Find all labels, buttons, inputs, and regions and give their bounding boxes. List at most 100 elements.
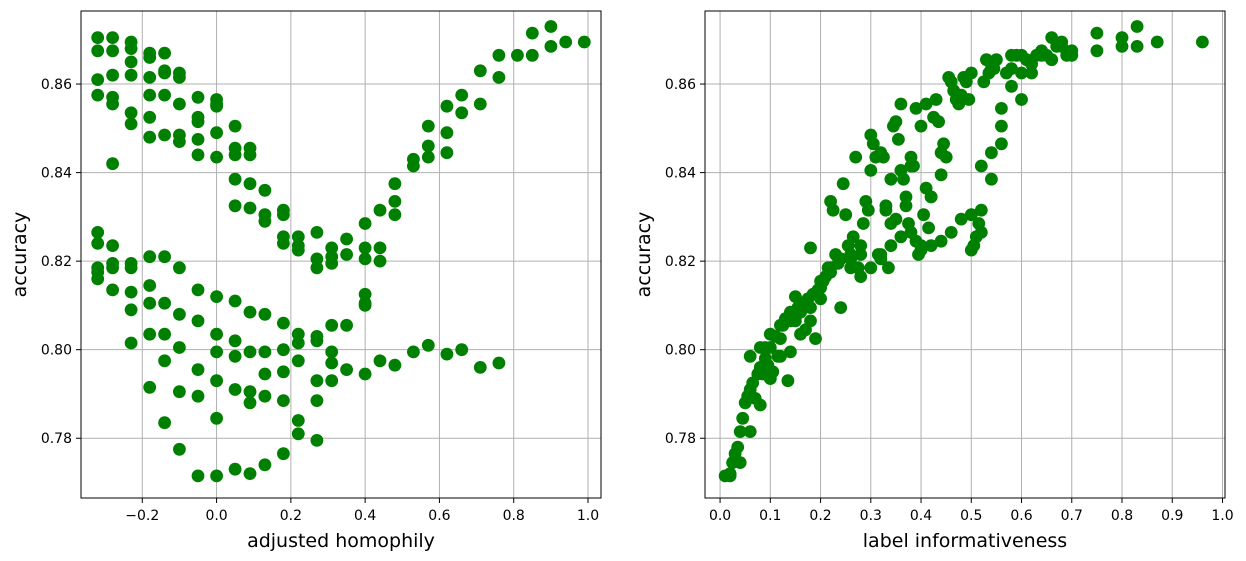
scatter-point: [990, 53, 1003, 67]
y-tick-label: 0.86: [665, 77, 696, 93]
scatter-point: [310, 394, 324, 407]
scatter-point: [228, 294, 242, 308]
scatter-point: [277, 394, 290, 407]
scatter-point: [884, 172, 898, 186]
scatter-point: [864, 164, 878, 177]
scatter-point: [834, 301, 848, 314]
scatter-point: [310, 334, 324, 348]
scatter-point: [158, 66, 172, 80]
scatter-point: [173, 341, 186, 354]
scatter-point: [228, 119, 242, 133]
scatter-point: [91, 237, 105, 250]
scatter-point: [804, 301, 817, 314]
scatter-point: [917, 208, 930, 222]
scatter-point: [763, 341, 777, 354]
scatter-point: [884, 239, 898, 253]
scatter-point: [358, 296, 372, 310]
scatter-point: [924, 239, 938, 253]
scatter-point: [1130, 20, 1144, 33]
scatter-point: [440, 146, 454, 160]
scatter-point: [473, 64, 487, 78]
scatter-point: [258, 345, 272, 359]
points: [91, 20, 591, 483]
scatter-point: [1025, 57, 1038, 71]
y-tick-label: 0.84: [41, 166, 72, 182]
scatter-point: [228, 334, 242, 348]
scatter-point: [191, 283, 205, 297]
scatter-point: [243, 177, 257, 191]
scatter-point: [864, 261, 878, 275]
scatter-point: [929, 93, 943, 106]
scatter-point: [373, 241, 387, 255]
scatter-point: [325, 318, 339, 332]
scatter-point: [1025, 66, 1038, 80]
x-tick-label: 0.6: [1010, 508, 1032, 524]
scatter-point: [173, 97, 186, 111]
scatter-point: [173, 385, 186, 399]
scatter-point: [210, 411, 224, 425]
scatter-point: [277, 365, 290, 379]
scatter-point: [124, 55, 138, 69]
scatter-point: [1090, 26, 1104, 40]
scatter-point: [919, 181, 933, 195]
scatter-point: [91, 44, 105, 58]
scatter-point: [846, 230, 860, 244]
scatter-point: [1045, 53, 1059, 67]
scatter-point: [455, 106, 469, 120]
scatter-point: [158, 416, 172, 430]
x-tick-label: 0.1: [759, 508, 781, 524]
scatter-point: [892, 133, 905, 146]
scatter-point: [358, 217, 372, 230]
scatter-point: [191, 115, 205, 129]
scatter-point: [407, 345, 420, 359]
scatter-point: [856, 217, 870, 230]
scatter-point: [473, 97, 487, 111]
scatter-point: [340, 363, 353, 376]
scatter-point: [544, 20, 558, 33]
scatter-point: [1015, 48, 1028, 62]
scatter-point: [731, 440, 745, 454]
scatter-point: [1090, 44, 1104, 58]
scatter-point: [784, 345, 797, 359]
scatter-point: [291, 243, 305, 257]
scatter-point: [804, 314, 817, 328]
scatter-point: [559, 35, 573, 49]
scatter-point: [228, 383, 242, 396]
scatter-point: [1115, 31, 1129, 44]
scatter-point: [1035, 48, 1048, 62]
scatter-point: [794, 327, 807, 341]
scatter-point: [243, 385, 257, 399]
scatter-point: [277, 343, 290, 357]
scatter-point: [492, 71, 506, 84]
scatter-point: [291, 427, 305, 441]
scatter-point: [143, 279, 157, 292]
scatter-point: [781, 374, 795, 388]
scatter-point: [794, 305, 807, 319]
x-tick-label: 0.2: [809, 508, 831, 524]
scatter-point: [291, 327, 305, 341]
plot-frame: [80, 10, 602, 499]
scatter-point: [143, 88, 157, 102]
x-tick-label: 0.9: [1161, 508, 1183, 524]
scatter-point: [763, 372, 777, 385]
scatter-point: [854, 270, 868, 283]
x-tick-label: 1.0: [577, 508, 599, 524]
scatter-point: [844, 261, 858, 275]
scatter-point: [106, 68, 119, 82]
scatter-point: [191, 90, 205, 104]
scatter-point: [310, 374, 324, 388]
scatter-point: [1015, 93, 1028, 106]
scatter-point: [143, 327, 157, 341]
y-tick-label: 0.80: [665, 343, 696, 359]
scatter-point: [866, 137, 880, 151]
scatter-point: [277, 447, 290, 461]
scatter-point: [874, 146, 888, 160]
x-tick-label: 0.5: [960, 508, 982, 524]
scatter-point: [934, 168, 948, 182]
scatter-point: [106, 157, 119, 171]
scatter-point: [325, 257, 339, 270]
scatter-point: [922, 221, 935, 235]
y-axis-label: accuracy: [633, 212, 655, 298]
scatter-point: [407, 159, 420, 173]
